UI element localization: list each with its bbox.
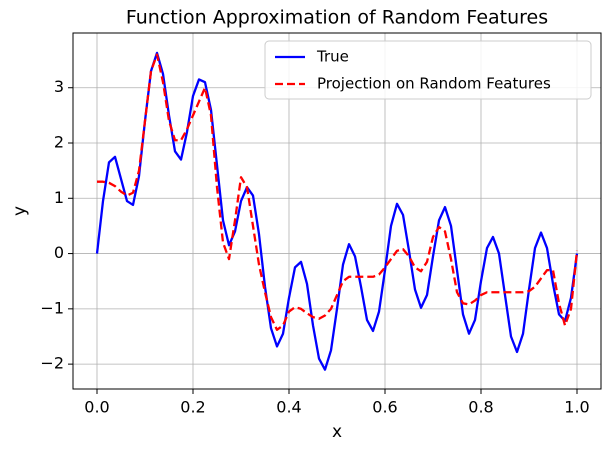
y-tick-label: 2 (54, 133, 64, 152)
y-tick-label: 1 (54, 188, 64, 207)
x-tick-label: 0.2 (180, 398, 205, 417)
x-tick-label: 0.8 (468, 398, 493, 417)
y-tick-label: −2 (40, 354, 64, 373)
x-tick-label: 1.0 (564, 398, 589, 417)
data-line (97, 53, 579, 332)
plot-frame (72, 32, 602, 390)
legend-label: True (316, 48, 349, 66)
x-axis-label: x (332, 422, 342, 442)
y-tick-label: −1 (40, 298, 64, 317)
x-tick-label: 0.6 (372, 398, 397, 417)
chart-title: Function Approximation of Random Feature… (126, 7, 548, 29)
data-line (95, 51, 579, 371)
legend-box (264, 40, 592, 100)
legend-label: Projection on Random Features (317, 75, 551, 93)
x-tick-label: 0.0 (84, 398, 109, 417)
y-tick-label: 3 (54, 77, 64, 96)
y-axis-label: y (10, 206, 30, 216)
x-tick-label: 0.4 (276, 398, 301, 417)
y-tick-label: 0 (54, 243, 64, 262)
